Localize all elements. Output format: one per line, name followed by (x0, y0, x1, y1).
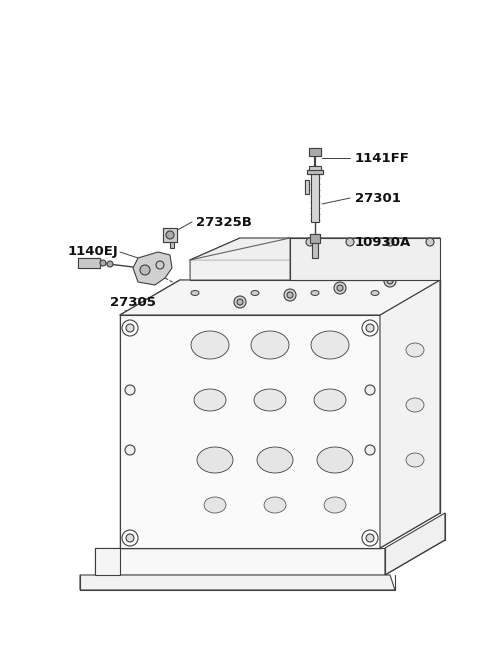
Polygon shape (78, 258, 100, 268)
Polygon shape (190, 260, 390, 280)
Circle shape (346, 238, 354, 246)
Circle shape (284, 289, 296, 301)
Circle shape (234, 296, 246, 308)
Polygon shape (309, 166, 321, 174)
Ellipse shape (251, 291, 259, 295)
Ellipse shape (257, 447, 293, 473)
Polygon shape (163, 228, 177, 242)
Ellipse shape (204, 497, 226, 513)
Circle shape (366, 324, 374, 332)
Ellipse shape (371, 291, 379, 295)
Circle shape (107, 261, 113, 267)
Ellipse shape (324, 497, 346, 513)
Text: 1140EJ: 1140EJ (68, 245, 119, 258)
Polygon shape (305, 180, 309, 194)
Ellipse shape (251, 331, 289, 359)
Circle shape (337, 285, 343, 291)
Circle shape (362, 530, 378, 546)
Circle shape (362, 320, 378, 336)
Ellipse shape (314, 389, 346, 411)
Polygon shape (312, 243, 318, 258)
Circle shape (237, 299, 243, 305)
Circle shape (365, 385, 375, 395)
Polygon shape (385, 513, 445, 575)
Polygon shape (380, 280, 440, 548)
Ellipse shape (194, 389, 226, 411)
Circle shape (140, 265, 150, 275)
Ellipse shape (317, 447, 353, 473)
Polygon shape (310, 234, 320, 243)
Text: 27325B: 27325B (196, 216, 252, 228)
Polygon shape (307, 170, 323, 174)
Circle shape (387, 278, 393, 284)
Polygon shape (190, 238, 440, 260)
Circle shape (366, 534, 374, 542)
Circle shape (125, 385, 135, 395)
Polygon shape (311, 174, 319, 222)
Circle shape (100, 260, 106, 266)
Polygon shape (170, 242, 174, 248)
Ellipse shape (197, 447, 233, 473)
Ellipse shape (406, 453, 424, 467)
Circle shape (125, 445, 135, 455)
Circle shape (384, 275, 396, 287)
Circle shape (122, 530, 138, 546)
Circle shape (122, 320, 138, 336)
Ellipse shape (406, 343, 424, 357)
Polygon shape (133, 252, 172, 285)
Ellipse shape (191, 331, 229, 359)
Circle shape (365, 445, 375, 455)
Polygon shape (95, 548, 120, 575)
Circle shape (287, 292, 293, 298)
Ellipse shape (406, 398, 424, 412)
Text: 27305: 27305 (110, 295, 156, 308)
Circle shape (126, 534, 134, 542)
Circle shape (386, 238, 394, 246)
Ellipse shape (311, 331, 349, 359)
Text: 10930A: 10930A (355, 237, 411, 249)
Circle shape (334, 282, 346, 294)
Polygon shape (120, 280, 440, 315)
Ellipse shape (264, 497, 286, 513)
Circle shape (426, 238, 434, 246)
Polygon shape (190, 238, 290, 280)
Polygon shape (80, 575, 395, 590)
Text: 27301: 27301 (355, 192, 401, 205)
Polygon shape (290, 238, 440, 280)
Ellipse shape (311, 291, 319, 295)
Polygon shape (309, 148, 321, 156)
Circle shape (126, 324, 134, 332)
Polygon shape (95, 548, 385, 575)
Ellipse shape (254, 389, 286, 411)
Polygon shape (120, 315, 380, 548)
Circle shape (306, 238, 314, 246)
Ellipse shape (191, 291, 199, 295)
Circle shape (166, 231, 174, 239)
Text: 1141FF: 1141FF (355, 152, 410, 165)
Circle shape (156, 261, 164, 269)
